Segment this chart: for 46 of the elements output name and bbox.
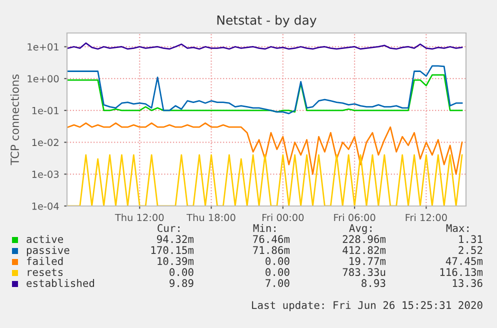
- text: 9.89: [170, 279, 194, 288]
- y-tick-label: 1e-03: [32, 170, 59, 178]
- text: 71.86m: [253, 246, 290, 254]
- text: 10.39m: [158, 257, 194, 266]
- text: 170.15m: [151, 246, 194, 254]
- text: 116.13m: [440, 268, 483, 276]
- x-tick-label: Fri 12:00: [406, 214, 447, 222]
- text: 783.33u: [342, 268, 386, 276]
- text: 8.93: [362, 279, 386, 288]
- x-tick-label: Thu 12:00: [114, 214, 164, 222]
- text: 76.46m: [253, 235, 290, 244]
- text: 228.96m: [342, 235, 386, 244]
- y-tick-label: 1e-02: [32, 138, 58, 146]
- text: 2.52: [458, 246, 482, 254]
- legend-label: failed: [26, 256, 63, 266]
- y-tick-label: 1e+00: [28, 75, 59, 82]
- line-series: [67, 74, 463, 113]
- x-tick-label: Fri 06:00: [334, 214, 376, 222]
- text: 47.45m: [446, 257, 483, 266]
- text: 19.77m: [350, 257, 386, 266]
- x-tick-label: Fri 00:00: [262, 214, 304, 222]
- text: 412.82m: [342, 246, 386, 254]
- text: Last update: Fri Jun 26 15:25:31 2020: [252, 300, 482, 312]
- text: 1.31: [459, 235, 482, 244]
- text: Avg:: [349, 224, 372, 234]
- x-tick-label: Thu 18:00: [186, 214, 236, 222]
- y-tick-label: 1e+01: [28, 43, 58, 51]
- legend-label: passive: [26, 246, 70, 256]
- text: 94.32m: [157, 235, 194, 244]
- text: Cur:: [158, 224, 180, 232]
- text: Max:: [446, 224, 468, 232]
- text: 0.00: [266, 257, 290, 266]
- text: 7.00: [266, 279, 290, 288]
- chart-title: Netstat - by day: [217, 15, 316, 28]
- y-tick-label: 1e-04: [32, 202, 59, 210]
- y-axis-title: TCP connections: [10, 74, 19, 166]
- legend-label: resets: [28, 268, 63, 276]
- line-series: [67, 122, 463, 175]
- line-series: [67, 65, 463, 114]
- y-tick-label: 1e-01: [32, 106, 58, 114]
- legend-label: established: [26, 278, 94, 288]
- text: 0.00: [170, 268, 194, 276]
- text: 0.00: [266, 268, 290, 276]
- text: Min:: [253, 224, 276, 232]
- text: 13.36: [452, 279, 482, 288]
- legend-label: active: [26, 234, 64, 244]
